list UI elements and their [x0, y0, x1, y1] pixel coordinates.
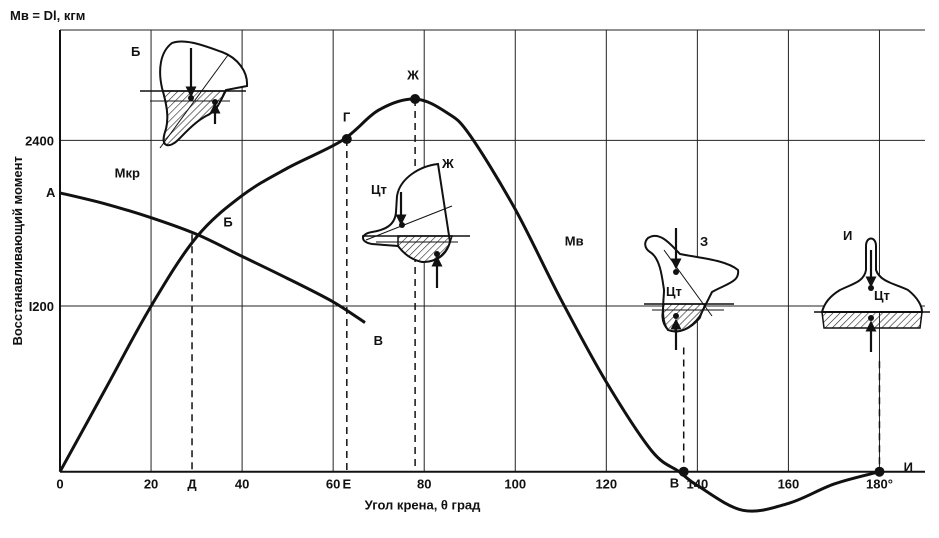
inset-zh: Цт Ж [362, 156, 470, 288]
x-tick-label-3: 60 [326, 477, 340, 492]
point-label-4: Ж [406, 67, 419, 82]
point-markers [341, 94, 885, 477]
series-label-mkr: Mкр [115, 166, 140, 181]
point-marker-0 [341, 134, 352, 145]
series-line-1 [59, 191, 366, 324]
x-tick-label-6: 120 [595, 477, 617, 492]
inset-i-label: И [843, 228, 852, 243]
point-label-0: А [46, 185, 56, 200]
point-marker-3 [874, 466, 885, 477]
grid-lines [60, 29, 925, 472]
inset-z-ct-label: Цт [666, 284, 682, 299]
inset-b: Б [131, 40, 249, 149]
inset-zh-ct-label: Цт [371, 182, 387, 197]
point-label-7: И [904, 460, 913, 475]
x-tick-label-8: 160 [778, 477, 800, 492]
y-tick-label-0: I200 [29, 299, 54, 314]
point-label-1: Б [223, 214, 232, 229]
inset-zh-label: Ж [441, 156, 454, 171]
point-label-6: В [670, 476, 679, 491]
point-label-3: Г [343, 110, 351, 125]
point-marker-1 [410, 94, 421, 105]
inset-z: Цт З [644, 228, 740, 350]
ref-label-0: Д [187, 477, 197, 492]
y-tick-label-1: 2400 [25, 133, 54, 148]
x-tick-label-5: 100 [504, 477, 526, 492]
inset-i-ct-label: Цт [874, 288, 890, 303]
point-label-5: Mв [565, 233, 584, 248]
point-marker-2 [678, 466, 689, 477]
ref-label-1: Е [342, 477, 351, 492]
x-tick-label-2: 40 [235, 477, 249, 492]
x-tick-label-4: 80 [417, 477, 431, 492]
x-tick-label-9: 180° [866, 477, 893, 492]
x-axis-label: Угол крена, θ град [365, 498, 482, 513]
inset-i: Цт И [814, 228, 930, 352]
y-axis-title: Mв = Dl, кгм [10, 8, 85, 23]
reference-lines [191, 99, 881, 472]
x-tick-label-0: 0 [56, 477, 63, 492]
chart-text: 0 20 40 60 80 100 120 140 160 180° I200 2400 Mв = Dl… [10, 8, 913, 513]
axes [59, 30, 925, 473]
x-tick-label-1: 20 [144, 477, 158, 492]
y-axis-label: Восстанавливающий момент [10, 156, 25, 345]
x-tick-label-7: 140 [687, 477, 709, 492]
point-label-2: В [374, 333, 383, 348]
inset-b-label: Б [131, 44, 140, 59]
series-lines [58, 97, 880, 513]
series-line-0 [58, 97, 880, 513]
inset-z-label: З [700, 234, 708, 249]
